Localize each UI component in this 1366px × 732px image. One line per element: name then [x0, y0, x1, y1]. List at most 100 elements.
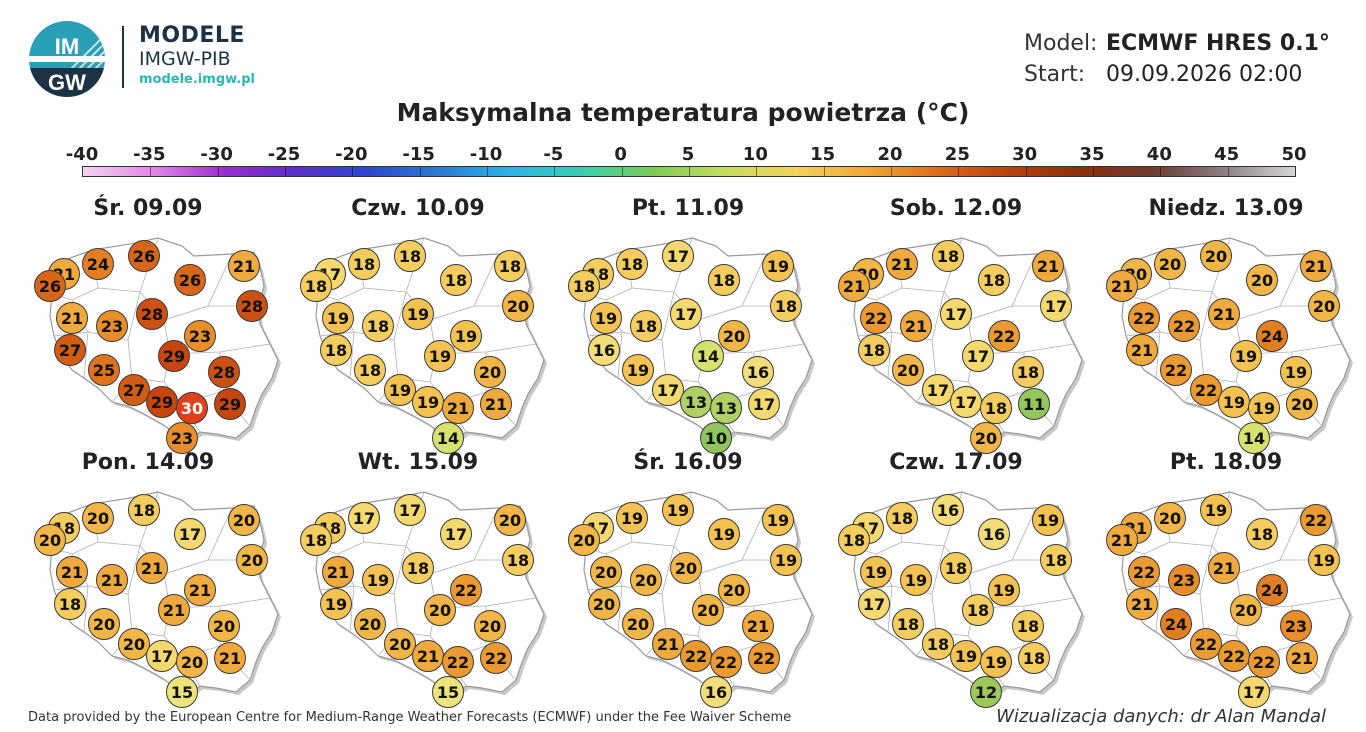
- temperature-circle: [440, 264, 472, 296]
- day-label: Niedz. 13.09: [1148, 196, 1304, 221]
- temperature-circle: [1126, 588, 1158, 620]
- temperature-marker: 17: [940, 298, 972, 330]
- temperature-value: 17: [353, 509, 375, 528]
- temperature-marker: 22: [1218, 640, 1250, 672]
- temperature-circle: [208, 610, 240, 642]
- temperature-marker: 17: [440, 518, 472, 550]
- temperature-circle: [718, 320, 750, 352]
- temperature-value: 17: [657, 381, 679, 400]
- temperature-value: 18: [133, 501, 155, 520]
- temperature-marker: 19: [662, 494, 694, 526]
- temperature-value: 21: [1213, 559, 1235, 578]
- temperature-circle: [128, 494, 160, 526]
- temperature-circle: [432, 676, 464, 708]
- temperature-marker: 17: [174, 518, 206, 550]
- temperature-marker: 22: [748, 642, 780, 674]
- start-value: 09.09.2026 02:00: [1106, 62, 1303, 87]
- temperature-value: 15: [437, 683, 459, 702]
- temperature-circle: [474, 356, 506, 388]
- temperature-circle: [348, 248, 380, 280]
- colorbar-tick: [352, 167, 354, 176]
- temperature-circle: [474, 610, 506, 642]
- temperature-circle: [348, 502, 380, 534]
- temperature-circle: [1018, 642, 1050, 674]
- temperature-marker: 18: [354, 354, 386, 386]
- temperature-circle: [978, 518, 1010, 550]
- colorbar-tick-label: -15: [402, 144, 435, 165]
- temperature-marker: 20: [718, 574, 750, 606]
- temperature-marker: 19: [590, 302, 622, 334]
- temperature-circle: [362, 310, 394, 342]
- temperature-value: 29: [163, 347, 185, 366]
- temperature-value: 17: [399, 501, 421, 520]
- temperature-value: 20: [1291, 395, 1313, 414]
- temperature-value: 18: [897, 615, 919, 634]
- temperature-circle: [96, 564, 128, 596]
- temperature-marker: 20: [82, 502, 114, 534]
- temperature-circle: [970, 676, 1002, 708]
- temperature-marker: 22: [1300, 504, 1332, 536]
- temperature-marker: 18: [932, 240, 964, 272]
- region-border: [967, 573, 1075, 609]
- temperature-value: 18: [1023, 649, 1045, 668]
- temperature-circle: [118, 628, 150, 660]
- temperature-value: 21: [101, 571, 123, 590]
- temperature-circle: [480, 388, 512, 420]
- temperature-value: 16: [593, 341, 615, 360]
- temperature-marker: 13: [710, 392, 742, 424]
- temperature-circle: [384, 628, 416, 660]
- temperature-circle: [1168, 310, 1200, 342]
- temperature-value: 19: [327, 309, 349, 328]
- region-border: [163, 319, 271, 355]
- temperature-marker: 17: [348, 502, 380, 534]
- map-title: Maksymalna temperatura powietrza (°C): [396, 98, 970, 127]
- temperature-value: 18: [945, 559, 967, 578]
- temperature-value: 19: [1037, 511, 1059, 530]
- temperature-value: 14: [437, 429, 459, 448]
- colorbar-tick: [487, 167, 488, 176]
- temperature-value: 22: [753, 649, 775, 668]
- temperature-value: 18: [59, 595, 81, 614]
- temperature-circle: [622, 354, 654, 386]
- temperature-marker: 22: [710, 646, 742, 678]
- region-border: [429, 573, 537, 609]
- temperature-value: 24: [1261, 327, 1283, 346]
- temperature-circle: [708, 264, 740, 296]
- temperature-marker: 10: [700, 422, 732, 454]
- colorbar-tick: [419, 167, 421, 176]
- temperature-marker: 20: [588, 588, 620, 620]
- brand-url[interactable]: modele.imgw.pl: [139, 72, 255, 87]
- colorbar-tick: [1227, 167, 1229, 176]
- temperature-marker: 18: [838, 524, 870, 556]
- temperature-value: 19: [429, 347, 451, 366]
- temperature-circle: [34, 524, 66, 556]
- temperature-circle: [394, 494, 426, 526]
- temperature-value: 18: [775, 297, 797, 316]
- temperature-circle: [480, 642, 512, 674]
- temperature-value: 21: [905, 317, 927, 336]
- temperature-circle: [184, 320, 216, 352]
- temperature-circle: [922, 374, 954, 406]
- temperature-marker: 18: [858, 334, 890, 366]
- temperature-marker: 20: [1200, 240, 1232, 272]
- temperature-circle: [708, 518, 740, 550]
- temperature-marker: 23: [166, 422, 198, 454]
- temperature-marker: 18: [892, 608, 924, 640]
- temperature-circle: [590, 302, 622, 334]
- temperature-circle: [1208, 552, 1240, 584]
- temperature-value: 19: [1253, 399, 1275, 418]
- temperature-value: 11: [1023, 395, 1045, 414]
- temperature-value: 20: [635, 571, 657, 590]
- temperature-circle: [1168, 564, 1200, 596]
- temperature-circle: [692, 340, 724, 372]
- temperature-value: 17: [967, 347, 989, 366]
- temperature-circle: [158, 340, 190, 372]
- temperature-value: 28: [241, 297, 263, 316]
- temperature-marker: 21: [900, 310, 932, 342]
- temperature-circle: [962, 594, 994, 626]
- temperature-marker: 19: [402, 298, 434, 330]
- temperature-circle: [1128, 556, 1160, 588]
- temperature-circle: [494, 250, 526, 282]
